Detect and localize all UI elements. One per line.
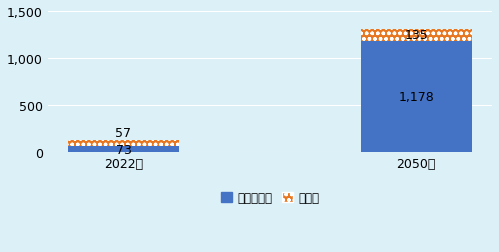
Bar bbox=[68, 146, 179, 153]
Bar bbox=[361, 29, 472, 42]
Text: 135: 135 bbox=[404, 29, 428, 42]
Text: 57: 57 bbox=[115, 127, 132, 140]
Legend: 脱炭素関連, その他: 脱炭素関連, その他 bbox=[216, 187, 324, 209]
Text: 1,178: 1,178 bbox=[398, 91, 434, 104]
Bar bbox=[68, 141, 179, 146]
Text: 73: 73 bbox=[116, 143, 131, 156]
Bar bbox=[361, 42, 472, 153]
